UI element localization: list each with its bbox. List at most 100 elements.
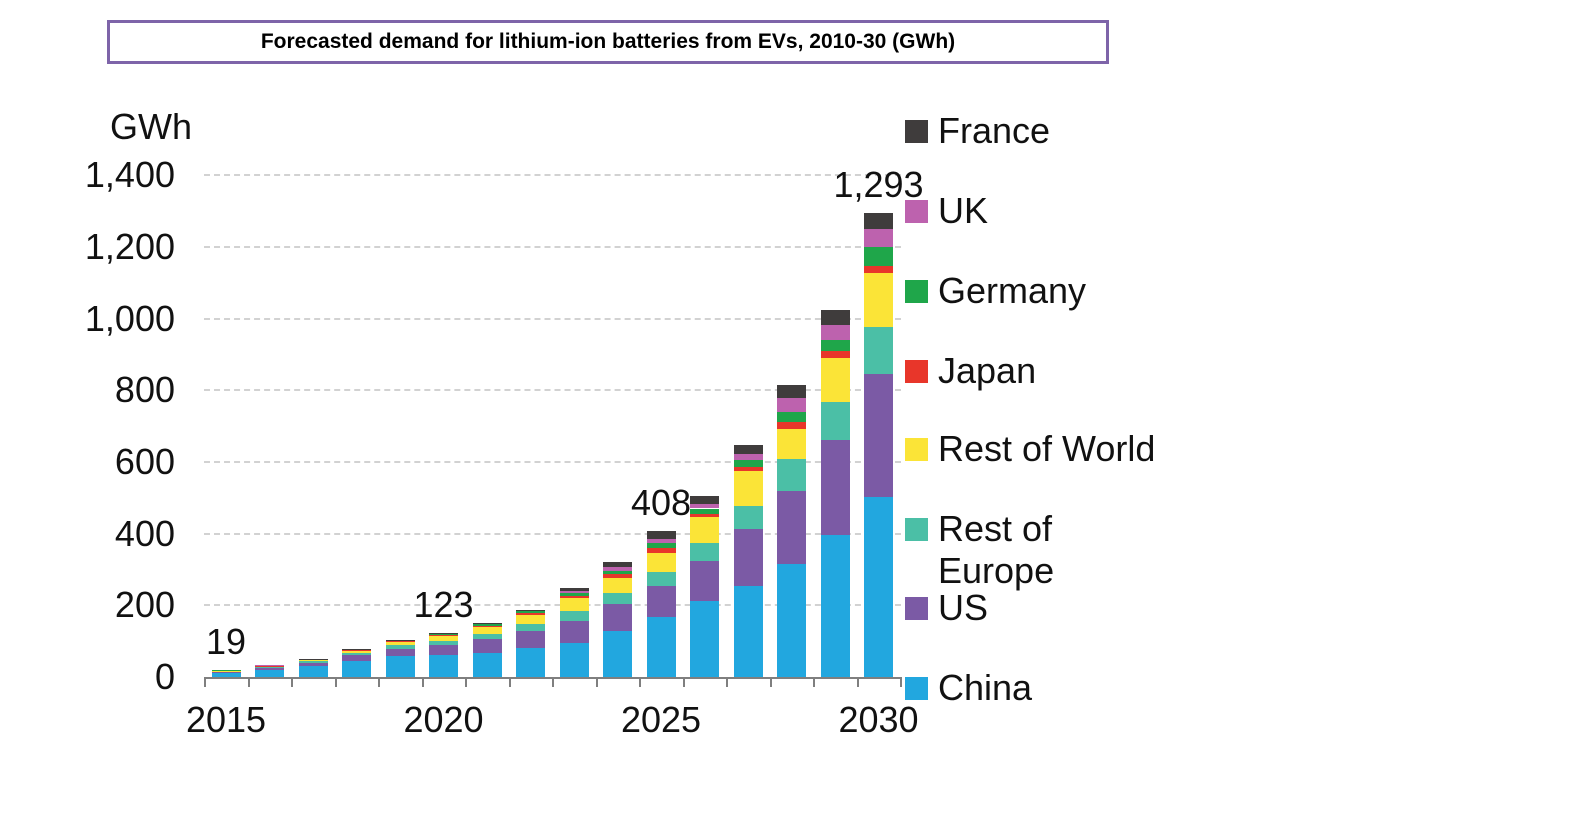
bar-segment-china (385, 656, 415, 677)
bar-segment-germany (777, 411, 806, 423)
bar-total-label: 1,293 (833, 164, 924, 206)
legend-label: US (938, 587, 989, 628)
bar-total-label: 123 (413, 583, 474, 625)
bar-segment-rest-of-europe (820, 401, 850, 441)
bar-segment-uk (820, 324, 850, 340)
bar-segment-rest-of-world (559, 598, 589, 611)
bar-segment-us (211, 671, 241, 674)
bar-segment-japan (820, 351, 850, 359)
legend-swatch-icon (905, 200, 928, 223)
x-axis-tick (421, 677, 424, 687)
bar-segment-china (733, 586, 763, 677)
y-gridline (204, 245, 901, 248)
bar-segment-us (603, 603, 632, 632)
bar-segment-france (646, 530, 676, 539)
y-gridline (204, 389, 901, 392)
legend-swatch-icon (905, 280, 928, 303)
bar-segment-france (820, 309, 850, 325)
bar-segment-us (733, 529, 763, 587)
legend-swatch-icon (905, 518, 928, 541)
bar-segment-france (603, 561, 632, 567)
bar-segment-rest-of-world (472, 627, 502, 634)
bar-segment-uk (559, 590, 589, 593)
bar-segment-rest-of-europe (777, 459, 806, 491)
bar-segment-uk (516, 610, 545, 612)
legend-label: Germany (938, 270, 1087, 311)
bar-segment-france (733, 444, 763, 455)
bar-segment-japan (429, 635, 458, 637)
bar-segment-china (820, 535, 850, 677)
bar-segment-us (516, 630, 545, 649)
x-axis-tick (465, 677, 468, 687)
bar-segment-us (646, 585, 676, 618)
x-axis-tick (726, 677, 729, 687)
y-tick-label: 1,200 (84, 225, 175, 267)
bar-segment-rest-of-europe (733, 505, 763, 530)
bar-segment-us (342, 655, 371, 661)
x-axis-tick (508, 677, 511, 687)
bar-segment-rest-of-europe (429, 640, 458, 645)
legend-swatch-icon (905, 677, 928, 700)
y-gridline (204, 317, 901, 320)
bar-segment-uk (603, 566, 632, 571)
bar-segment-japan (777, 422, 806, 429)
bar-segment-uk (646, 538, 676, 543)
legend-label: Rest of World (938, 428, 1156, 469)
bar-segment-japan (559, 595, 589, 599)
bar-segment-rest-of-world (646, 552, 676, 572)
bar-segment-japan (603, 574, 632, 578)
x-axis-tick (334, 677, 337, 687)
bar-segment-france (777, 384, 806, 399)
legend-label: UK (938, 190, 989, 231)
bar-segment-china (472, 653, 502, 677)
x-axis-tick (900, 677, 903, 687)
bar-segment-china (298, 666, 328, 677)
bar-segment-china (255, 670, 284, 677)
bar-segment-germany (516, 611, 545, 614)
x-axis-tick (639, 677, 642, 687)
bar-segment-rest-of-world (516, 614, 545, 624)
bar-segment-rest-of-europe (472, 633, 502, 640)
bar-segment-us (559, 620, 589, 643)
x-axis-tick (856, 677, 859, 687)
x-axis-tick (378, 677, 381, 687)
bar-segment-china (429, 654, 458, 677)
bar-segment-china (516, 648, 545, 677)
bar-segment-japan (516, 613, 545, 615)
bar-segment-germany (690, 508, 719, 514)
legend-swatch-icon (905, 597, 928, 620)
y-tick-label: 1,000 (84, 297, 175, 339)
legend-label: China (938, 667, 1033, 708)
bar-segment-us (298, 662, 328, 667)
y-tick-label: 400 (114, 512, 175, 554)
bar-segment-japan (342, 649, 371, 651)
y-tick-label: 0 (154, 656, 175, 697)
y-tick-label: 1,400 (84, 154, 175, 196)
bar-segment-rest-of-world (733, 471, 763, 506)
x-tick-label: 2015 (185, 699, 267, 740)
bar-segment-germany (733, 460, 763, 467)
bar-segment-japan (472, 625, 502, 628)
bar-segment-france (864, 213, 893, 229)
bar-segment-germany (342, 649, 371, 650)
bar-segment-rest-of-europe (516, 623, 545, 631)
legend-swatch-icon (905, 360, 928, 383)
bar-segment-rest-of-europe (603, 592, 632, 604)
bar-segment-rest-of-world (298, 659, 328, 662)
bar-segment-us (429, 644, 458, 655)
bar-segment-rest-of-europe (298, 661, 328, 663)
bar-segment-us (385, 648, 415, 657)
chart-title-box: Forecasted demand for lithium-ion batter… (107, 20, 1109, 64)
bar-segment-rest-of-world (385, 641, 415, 646)
bar-segment-rest-of-europe (864, 327, 893, 375)
y-tick-label: 800 (114, 369, 175, 411)
bar-segment-germany (820, 339, 850, 352)
bar-segment-china (559, 642, 589, 677)
y-gridline (204, 604, 901, 607)
x-axis-tick (247, 677, 250, 687)
bar-segment-uk (690, 504, 719, 509)
x-tick-label: 2020 (403, 699, 484, 740)
bar-total-label: 19 (205, 621, 247, 663)
bar-segment-germany (472, 624, 502, 626)
x-axis-tick (552, 677, 555, 687)
